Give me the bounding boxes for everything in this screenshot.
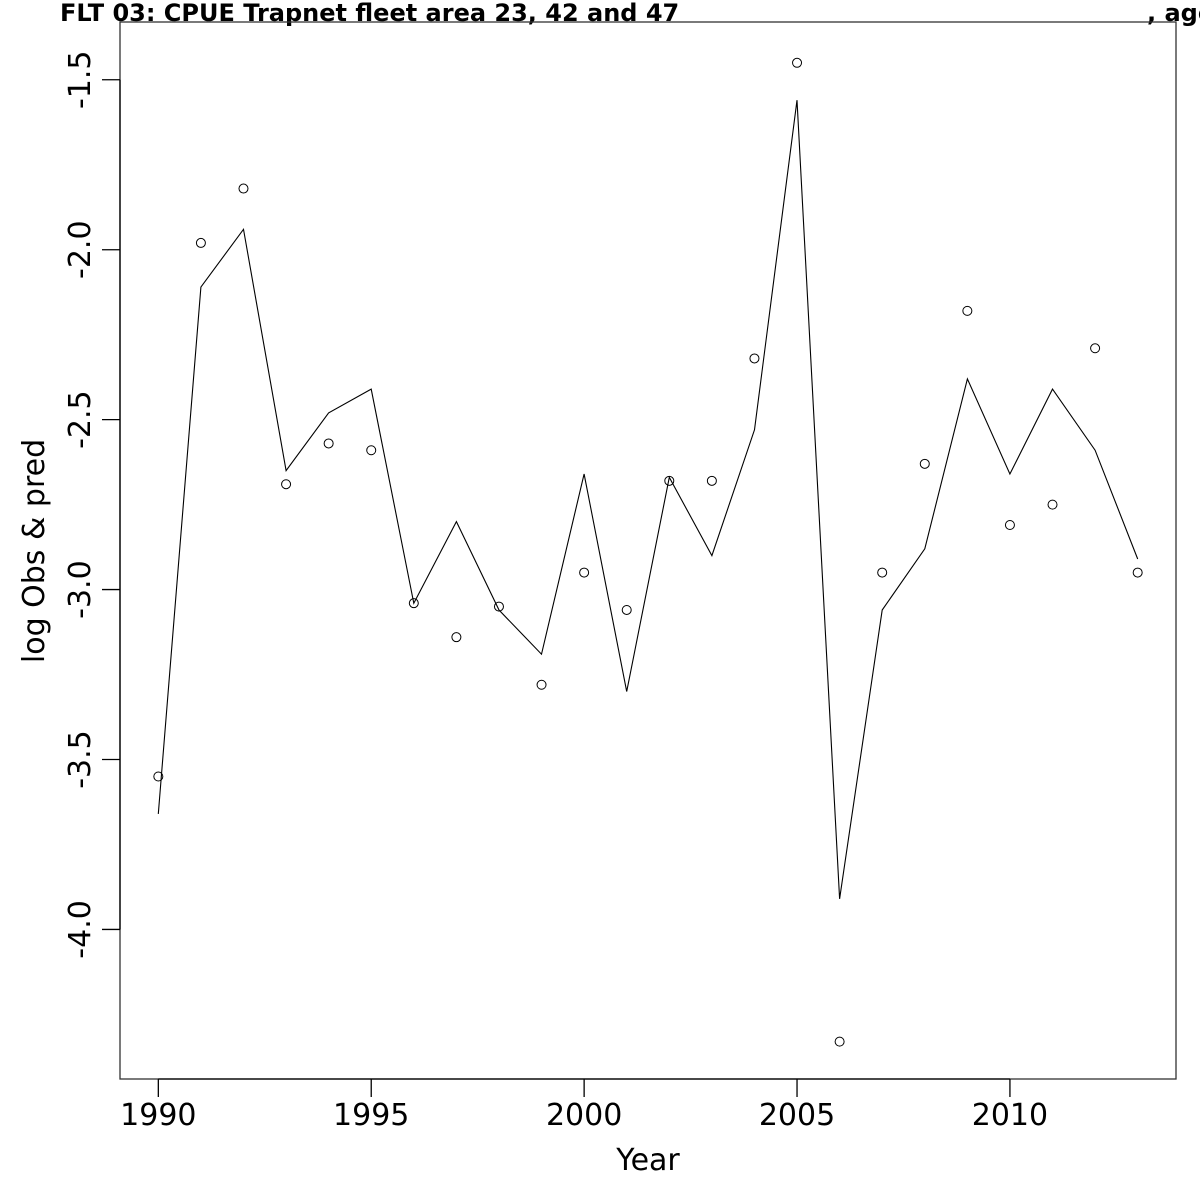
observed-point <box>877 567 888 578</box>
x-tick-label: 2000 <box>546 1098 622 1133</box>
predicted-line <box>157 100 1139 899</box>
observed-point <box>323 438 334 449</box>
predicted-series <box>157 100 1139 899</box>
x-axis: 1990 1995 2000 2005 2010 <box>120 1078 1048 1133</box>
observed-point <box>153 771 164 782</box>
observed-point <box>1004 520 1015 531</box>
x-tick-label: 1995 <box>333 1098 409 1133</box>
observed-point <box>366 445 377 456</box>
plot-frame <box>119 21 1177 1080</box>
observed-point <box>919 458 930 469</box>
y-axis-label: log Obs & pred <box>17 439 52 663</box>
chart-title-suffix: , age <box>1147 0 1200 27</box>
y-tick-label: -3.0 <box>63 560 98 619</box>
observed-point <box>451 632 462 643</box>
observed-series <box>153 57 1143 1047</box>
observed-point <box>792 57 803 68</box>
chart-title: FLT 03: CPUE Trapnet fleet area 23, 42 a… <box>60 0 679 27</box>
observed-point <box>1090 343 1101 354</box>
y-tick-label: -4.0 <box>63 900 98 959</box>
observed-point <box>281 479 292 490</box>
observed-point <box>238 183 249 194</box>
observed-point <box>621 604 632 615</box>
observed-point <box>536 679 547 690</box>
y-tick-label: -2.0 <box>63 220 98 279</box>
observed-point <box>408 598 419 609</box>
observed-point <box>749 353 760 364</box>
observed-point <box>706 475 717 486</box>
observed-point <box>962 305 973 316</box>
observed-point <box>834 1036 845 1047</box>
x-tick-label: 1990 <box>120 1098 196 1133</box>
x-axis-label: Year <box>615 1143 680 1178</box>
x-tick-label: 2010 <box>972 1098 1048 1133</box>
observed-point <box>195 237 206 248</box>
observed-point <box>1132 567 1143 578</box>
observed-point <box>579 567 590 578</box>
y-axis: -1.5 -2.0 -2.5 -3.0 -3.5 -4.0 <box>63 51 121 959</box>
observed-point <box>493 601 504 612</box>
x-tick-label: 2005 <box>759 1098 835 1133</box>
y-tick-label: -1.5 <box>63 51 98 110</box>
y-tick-label: -2.5 <box>63 390 98 449</box>
observed-point <box>1047 499 1058 510</box>
observed-point <box>664 475 675 486</box>
y-tick-label: -3.5 <box>63 730 98 789</box>
